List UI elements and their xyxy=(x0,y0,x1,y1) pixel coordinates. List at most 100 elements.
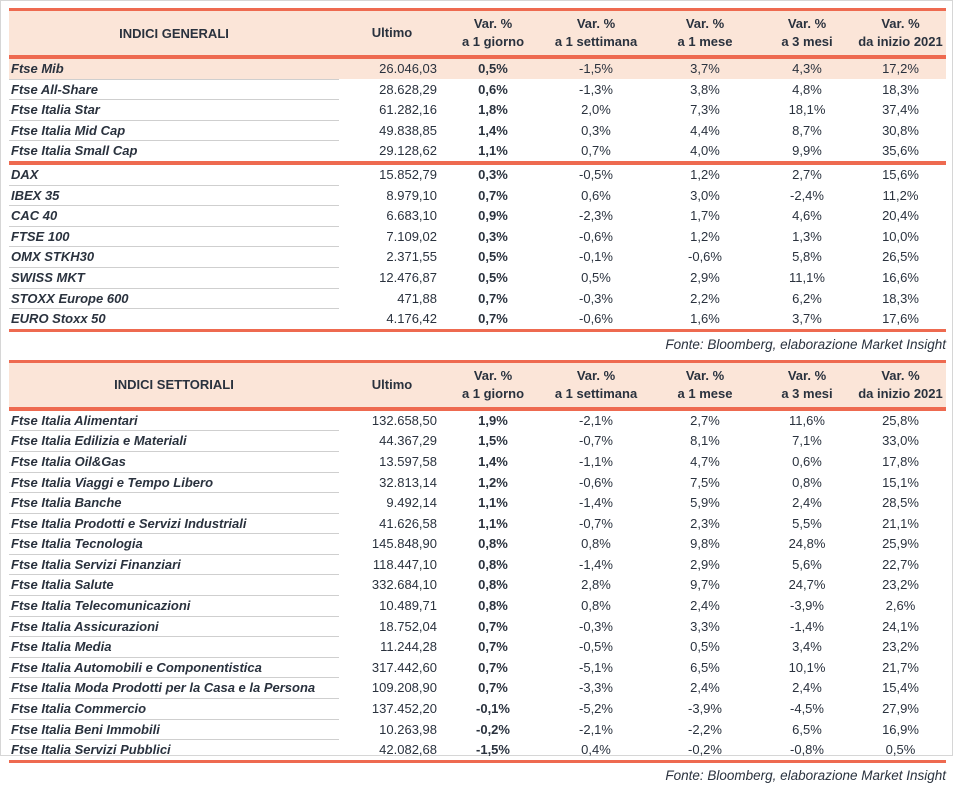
var-1m-value: 1,7% xyxy=(690,208,720,224)
var-1w-value: 0,8% xyxy=(581,598,611,614)
table-row: Ftse Italia Salute 332.684,10 0,8% 2,8% 9,7%… xyxy=(9,574,946,597)
ultimo-value: 332.684,10 xyxy=(371,577,437,593)
ultimo-value: 137.452,20 xyxy=(371,701,437,717)
table-row: STOXX Europe 600 471,88 0,7% -0,3% 2,2% 6,2% 1… xyxy=(9,288,946,310)
var-1w-value: -5,2% xyxy=(579,701,613,717)
var-1w-value: -2,3% xyxy=(579,208,613,224)
var-1d-value: 0,8% xyxy=(478,598,508,614)
ultimo-value: 12.476,87 xyxy=(379,269,437,285)
table-row: Ftse Italia Prodotti e Servizi Industria… xyxy=(9,513,946,535)
col-header-var-1-giorno: Var. % a 1 giorno xyxy=(445,9,541,56)
var-1m-value: 3,7% xyxy=(651,58,759,80)
var-ytd-value: 30,8% xyxy=(882,122,919,138)
var-1d-value: 0,5% xyxy=(478,249,508,265)
var-1m-value: 3,8% xyxy=(690,81,720,97)
var-ytd-value: 23,2% xyxy=(882,639,919,655)
table-row: Ftse Italia Beni Immobili 10.263,98 -0,2% -… xyxy=(9,719,946,741)
var-ytd-value: 33,0% xyxy=(882,433,919,449)
table-row: Ftse Italia Assicurazioni 18.752,04 0,7% -0… xyxy=(9,616,946,638)
index-name: Ftse Italia Commercio xyxy=(9,698,339,720)
var-1m-value: -3,9% xyxy=(688,701,722,717)
col-header-var-inizio-2021: Var. % da inizio 2021 xyxy=(855,361,946,408)
table-title: INDICI GENERALI xyxy=(9,9,339,56)
var-ytd-value: 25,9% xyxy=(882,536,919,552)
col-header-var-1-settimana: Var. % a 1 settimana xyxy=(541,9,651,56)
var-3m-value: 11,1% xyxy=(789,269,825,285)
ultimo-value: 15.852,79 xyxy=(379,167,437,183)
var-1m-value: -0,2% xyxy=(688,741,722,757)
ultimo-value: 28.628,29 xyxy=(379,81,437,97)
ultimo-value: 7.109,02 xyxy=(386,228,437,244)
index-name: OMX STKH30 xyxy=(9,246,339,268)
var-1w-value: 0,3% xyxy=(581,122,611,138)
ultimo-value: 41.626,58 xyxy=(379,515,437,531)
var-1w-value: -0,3% xyxy=(579,618,613,634)
var-1w-value: 0,6% xyxy=(581,187,611,203)
var-1m-value: 2,9% xyxy=(690,269,720,285)
var-3m-value: 4,6% xyxy=(792,208,822,224)
index-name: Ftse Italia Servizi Finanziari xyxy=(9,554,339,576)
var-ytd-value: 15,6% xyxy=(882,167,919,183)
index-name: Ftse Italia Mid Cap xyxy=(9,120,339,142)
var-1m-value: 1,6% xyxy=(690,310,720,326)
var-1d-value: 1,1% xyxy=(478,143,508,159)
ultimo-value: 11.244,28 xyxy=(380,639,437,655)
table-row: Ftse Italia Oil&Gas 13.597,58 1,4% -1,1% 4,7… xyxy=(9,451,946,473)
var-1m-value: 3,3% xyxy=(690,618,720,634)
var-1w-value: -0,1% xyxy=(579,249,613,265)
var-ytd-value: 16,6% xyxy=(882,269,919,285)
table-row: Ftse Italia Edilizia e Materiali 44.367,2… xyxy=(9,430,946,452)
table-row: Ftse Italia Tecnologia 145.848,90 0,8% 0,8%… xyxy=(9,533,946,555)
var-1m-value: -0,6% xyxy=(688,249,722,265)
var-1d-value: 1,1% xyxy=(478,495,508,511)
var-3m-value: 2,7% xyxy=(792,167,822,183)
var-3m-value: -3,9% xyxy=(790,598,824,614)
table-row: OMX STKH30 2.371,55 0,5% -0,1% -0,6% 5,8% 26,5… xyxy=(9,246,946,268)
var-1m-value: 1,2% xyxy=(690,167,720,183)
var-1m-value: -2,2% xyxy=(688,721,722,737)
table-row: Ftse All-Share 28.628,29 0,6% -1,3% 3,8% 4,8%… xyxy=(9,79,946,101)
table-row: EURO Stoxx 50 4.176,42 0,7% -0,6% 1,6% 3,7% 17… xyxy=(9,309,946,331)
var-ytd-value: 16,9% xyxy=(882,721,919,737)
var-ytd-value: 17,2% xyxy=(855,58,946,80)
var-1w-value: -1,1% xyxy=(579,453,613,469)
var-1m-value: 2,9% xyxy=(690,556,720,572)
var-3m-value: -2,4% xyxy=(790,187,824,203)
var-ytd-value: 35,6% xyxy=(882,143,919,159)
var-1d-value: -0,1% xyxy=(476,701,510,717)
index-name: DAX xyxy=(9,163,339,186)
var-1d-value: 0,7% xyxy=(478,187,508,203)
table-row: CAC 40 6.683,10 0,9% -2,3% 1,7% 4,6% 20,4% xyxy=(9,205,946,227)
ultimo-value: 29.128,62 xyxy=(379,143,437,159)
index-name: Ftse Italia Moda Prodotti per la Casa e … xyxy=(9,677,339,700)
var-3m-value: -1,4% xyxy=(790,618,824,634)
index-name: Ftse Italia Viaggi e Tempo Libero xyxy=(9,472,339,494)
table-row: DAX 15.852,79 0,3% -0,5% 1,2% 2,7% 15,6% xyxy=(9,163,946,186)
var-1w-value: -5,1% xyxy=(579,659,613,675)
table-row: Ftse Italia Viaggi e Tempo Libero 32.813,… xyxy=(9,472,946,494)
var-1d-value: 0,5% xyxy=(478,269,508,285)
var-1w-value: -0,6% xyxy=(579,310,613,326)
var-3m-value: 18,1% xyxy=(788,102,826,118)
var-1m-value: 1,2% xyxy=(690,228,720,244)
var-3m-value: 3,7% xyxy=(792,310,822,326)
index-name: Ftse Italia Alimentari xyxy=(9,409,339,432)
header-row: INDICI SETTORIALI Ultimo Var. % a 1 giorn… xyxy=(9,361,946,408)
col-header-var-3-mesi: Var. % a 3 mesi xyxy=(759,9,855,56)
index-name: Ftse All-Share xyxy=(9,79,339,101)
var-1w-value: -0,7% xyxy=(579,433,613,449)
var-1d-value: 0,5% xyxy=(445,58,541,80)
table-row: Ftse Italia Media 11.244,28 0,7% -0,5% 0,5% 3… xyxy=(9,636,946,658)
var-ytd-value: 26,5% xyxy=(882,249,919,265)
var-1w-value: -1,4% xyxy=(579,556,613,572)
index-name: Ftse Italia Assicurazioni xyxy=(9,616,339,638)
var-1d-value: 0,7% xyxy=(478,680,508,696)
table-row: Ftse Italia Servizi Finanziari 118.447,10… xyxy=(9,554,946,576)
index-name: FTSE 100 xyxy=(9,226,339,248)
ultimo-value: 13.597,58 xyxy=(379,453,437,469)
index-name: Ftse Italia Servizi Pubblici xyxy=(11,742,171,758)
table-row: Ftse Italia Small Cap 29.128,62 1,1% 0,7% 4,… xyxy=(9,141,946,162)
var-1d-value: 1,8% xyxy=(478,102,508,118)
var-1d-value: 1,1% xyxy=(478,515,508,531)
var-3m-value: 6,5% xyxy=(792,721,822,737)
